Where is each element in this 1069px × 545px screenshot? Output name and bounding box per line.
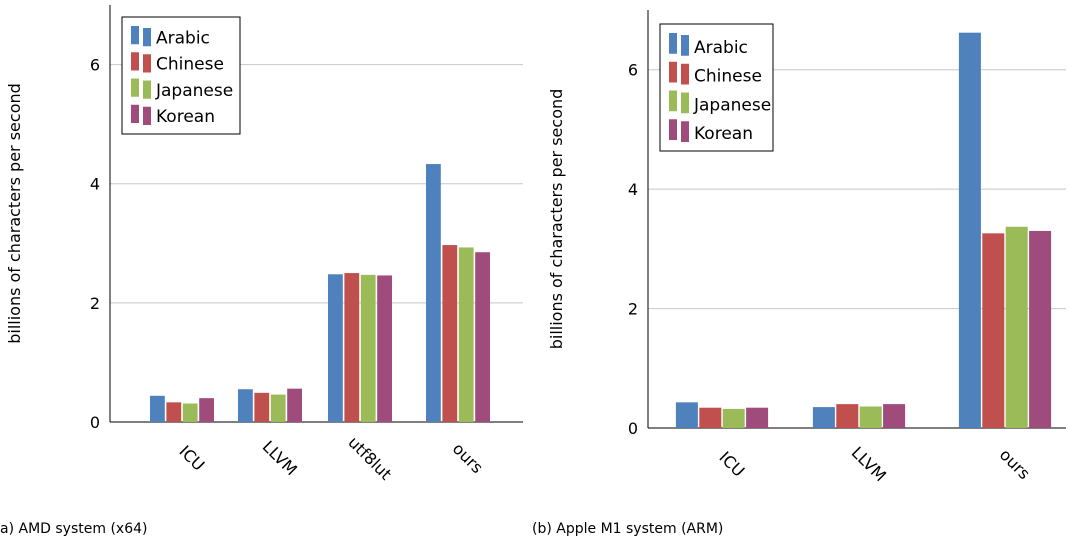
legend-label: Arabic	[694, 38, 748, 58]
bar-arabic-llvm	[238, 389, 253, 422]
bar-arabic-llvm	[812, 407, 835, 428]
bar-korean-ours	[1029, 230, 1052, 428]
legend-box	[659, 23, 774, 152]
legend-label: Arabic	[156, 28, 210, 48]
legend-swatch	[143, 106, 151, 125]
legend-swatch	[681, 121, 689, 142]
legend: Arabic Chinese Japanese Korean	[659, 23, 774, 152]
x-tick-label: LLVM	[848, 443, 890, 485]
legend-swatch	[143, 28, 151, 47]
chart-caption: (b) Apple M1 system (ARM)	[532, 521, 723, 537]
legend-swatch	[131, 26, 139, 45]
bar-chinese-icu	[699, 407, 722, 428]
legend-swatch	[669, 90, 677, 112]
bar-korean-icu	[199, 398, 214, 422]
y-tick-label: 2	[90, 294, 100, 313]
y-axis-label: billions of characters per second	[547, 89, 566, 350]
bar-arabic-ours	[958, 32, 981, 428]
bar-japanese-utf8lut	[360, 274, 376, 422]
x-tick-label: ours	[996, 445, 1034, 483]
bar-arabic-icu	[675, 402, 698, 428]
bar-arabic-ours	[426, 164, 441, 422]
legend-swatch	[669, 61, 677, 83]
bar-chinese-llvm	[836, 404, 859, 428]
legend-swatch	[143, 54, 151, 73]
legend-box	[121, 16, 241, 135]
bar-japanese-ours	[458, 247, 474, 422]
x-tick-label: utf8lut	[344, 433, 395, 484]
bar-japanese-ours	[1005, 226, 1028, 428]
bar-korean-llvm	[883, 404, 906, 428]
bar-japanese-llvm	[270, 394, 286, 422]
x-tick-label: ICU	[175, 442, 208, 475]
legend-swatch	[681, 35, 689, 56]
legend-label: Chinese	[156, 55, 224, 75]
y-tick-label: 4	[90, 175, 100, 194]
x-tick-label: ours	[449, 439, 487, 477]
legend-label: Japanese	[693, 95, 771, 115]
legend-swatch	[681, 63, 689, 85]
chart-apple-m1: 0 2 4 6 ICU LLVM ours billions of characters pe…	[532, 10, 1066, 537]
y-tick-label: 6	[628, 61, 638, 80]
legend-swatch	[669, 33, 677, 54]
bar-japanese-icu	[182, 403, 198, 422]
y-tick-label: 0	[628, 419, 638, 438]
legend-label: Korean	[694, 124, 753, 144]
bar-chinese-utf8lut	[344, 273, 360, 422]
x-tick-label: ICU	[715, 448, 748, 481]
legend-label: Japanese	[155, 81, 233, 101]
bar-korean-llvm	[287, 388, 302, 422]
legend: Arabic Chinese Japanese Korean	[121, 16, 241, 135]
chart-amd: 0 2 4 6 ICU LLVM utf8lut ours billions of charac…	[0, 5, 523, 537]
legend-swatch	[131, 78, 139, 97]
y-axis-label: billions of characters per second	[5, 83, 24, 344]
legend-label: Korean	[156, 107, 215, 127]
bar-korean-icu	[746, 407, 769, 428]
legend-swatch	[681, 92, 689, 114]
chart-caption: a) AMD system (x64)	[0, 521, 147, 537]
y-tick-label: 4	[628, 180, 638, 199]
legend-swatch	[131, 52, 139, 71]
bar-chinese-llvm	[254, 392, 270, 422]
bar-japanese-llvm	[859, 406, 882, 428]
bar-chinese-icu	[166, 402, 182, 422]
legend-swatch	[669, 119, 677, 140]
bar-korean-ours	[475, 252, 490, 422]
y-tick-label: 0	[90, 413, 100, 432]
bar-japanese-icu	[722, 408, 745, 428]
legend-swatch	[143, 80, 151, 99]
bar-arabic-utf8lut	[328, 274, 343, 422]
legend-swatch	[131, 104, 139, 123]
y-tick-label: 6	[90, 56, 100, 75]
bar-chinese-ours	[442, 245, 458, 422]
bar-chinese-ours	[982, 233, 1005, 428]
x-tick-label: LLVM	[259, 437, 301, 479]
bar-korean-utf8lut	[377, 275, 392, 422]
y-tick-label: 2	[628, 300, 638, 319]
legend-label: Chinese	[694, 67, 762, 87]
bar-arabic-icu	[150, 395, 165, 422]
